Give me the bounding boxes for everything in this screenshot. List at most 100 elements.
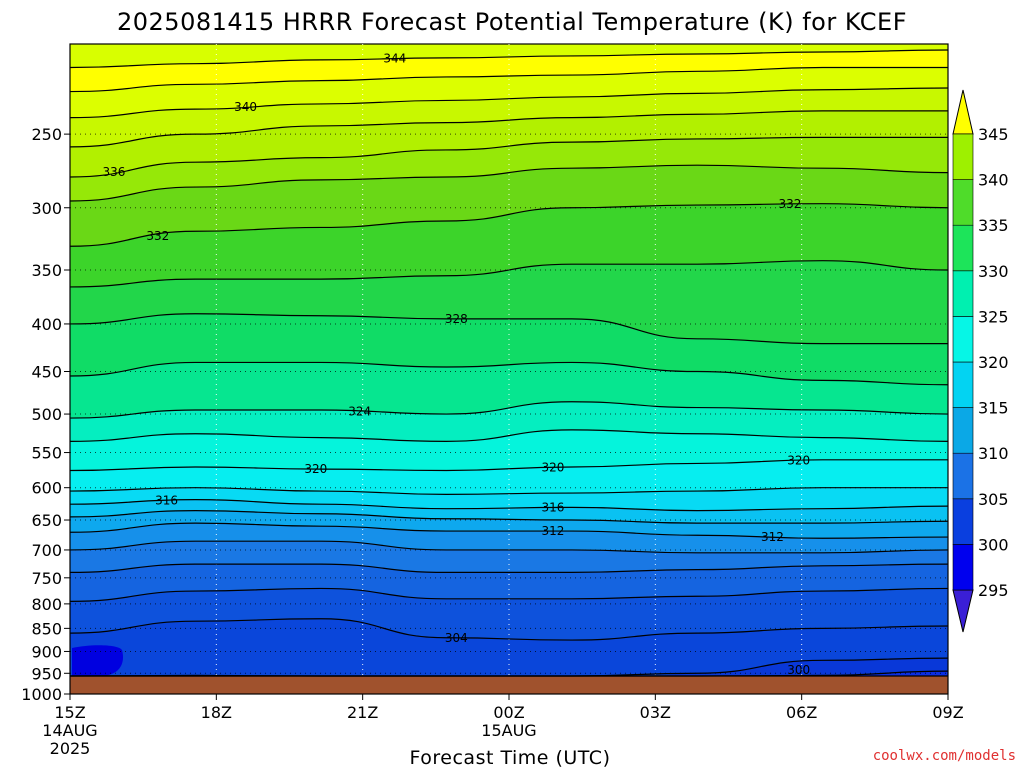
isentrope-312 bbox=[69, 522, 949, 539]
contour-label-336-0: 336 bbox=[102, 165, 125, 179]
isentrope-306 bbox=[69, 587, 949, 602]
contour-label-344-0: 344 bbox=[383, 52, 406, 66]
y-tick-label-800: 800 bbox=[31, 595, 62, 614]
colorbar-box-295 bbox=[952, 544, 974, 591]
contour-label-328-0: 328 bbox=[445, 312, 468, 326]
colorbar-label-325: 325 bbox=[978, 307, 1009, 326]
x-axis-label: Forecast Time (UTC) bbox=[410, 747, 611, 768]
colorbar-label-310: 310 bbox=[978, 444, 1009, 463]
colorbar: 295 300 305 310 315 320 325 330 335 340 345 bbox=[952, 89, 1009, 633]
colorbar-label-295: 295 bbox=[978, 581, 1009, 600]
isentrope-342 bbox=[69, 66, 948, 93]
y-tick-label-850: 850 bbox=[31, 619, 62, 638]
y-tick-label-950: 950 bbox=[31, 664, 62, 683]
isentrope-326 bbox=[69, 361, 949, 386]
isentrope-330 bbox=[69, 260, 949, 288]
isentrope-308 bbox=[69, 563, 949, 573]
isentrope-310 bbox=[69, 540, 949, 554]
colorbar-box-320 bbox=[952, 316, 974, 363]
colorbar-box-305 bbox=[952, 452, 974, 500]
colorbar-under-arrow bbox=[952, 589, 974, 633]
isentrope-316 bbox=[69, 499, 949, 512]
contour-label-320-2: 320 bbox=[787, 454, 810, 468]
y-tick-label-1000: 1000 bbox=[21, 685, 62, 704]
isentrope-336 bbox=[69, 136, 948, 178]
contour-label-304-0: 304 bbox=[445, 631, 468, 645]
colorbar-label-320: 320 bbox=[978, 353, 1009, 372]
colorbar-label-305: 305 bbox=[978, 490, 1009, 509]
y-tick-label-750: 750 bbox=[31, 569, 62, 588]
colorbar-label-330: 330 bbox=[978, 262, 1009, 281]
colorbar-label-335: 335 bbox=[978, 216, 1009, 235]
isentrope-344 bbox=[69, 49, 949, 69]
y-axis: 250 300 350 400 450 500 550 600 650 700 750 800 850 9… bbox=[21, 125, 70, 704]
contour-label-332-1: 332 bbox=[779, 197, 802, 211]
colorbar-box-340 bbox=[952, 133, 974, 180]
isentrope-304 bbox=[69, 618, 949, 641]
colorbar-box-325 bbox=[952, 270, 974, 317]
chart-title: 2025081415 HRRR Forecast Potential Tempe… bbox=[117, 8, 907, 36]
isentropes bbox=[69, 49, 949, 677]
isentrope-320 bbox=[69, 459, 948, 472]
plot-area bbox=[69, 43, 949, 695]
y-tick-label-700: 700 bbox=[31, 541, 62, 560]
x-tick-sublabel-3: 15AUG bbox=[481, 721, 536, 740]
x-tick-sublabel-0: 14AUG bbox=[42, 721, 97, 740]
y-tick-label-350: 350 bbox=[31, 261, 62, 280]
contour-label-340-0: 340 bbox=[234, 100, 257, 114]
isentrope-328 bbox=[69, 313, 948, 345]
y-tick-label-450: 450 bbox=[31, 363, 62, 382]
colorbar-box-335 bbox=[952, 179, 974, 226]
contour-label-316-0: 316 bbox=[155, 494, 178, 508]
isentrope-334 bbox=[69, 164, 949, 202]
colorbar-box-315 bbox=[952, 361, 974, 408]
isentrope-332 bbox=[69, 203, 949, 247]
y-tick-label-650: 650 bbox=[31, 511, 62, 530]
contour-labels: 300 304 312 312 316 316 320 320 320 324 328 332 332 3… bbox=[102, 52, 810, 677]
isentrope-318 bbox=[69, 487, 948, 495]
colorbar-box-330 bbox=[952, 224, 974, 272]
contour-label-300-0: 300 bbox=[787, 663, 810, 677]
x-tick-label-2: 21Z bbox=[347, 703, 378, 722]
x-tick-label-0: 15Z bbox=[54, 703, 85, 722]
colorbar-box-310 bbox=[952, 407, 974, 454]
y-tick-label-400: 400 bbox=[31, 315, 62, 334]
isentrope-338 bbox=[69, 110, 948, 148]
contour-label-324-0: 324 bbox=[348, 404, 371, 418]
colorbar-label-340: 340 bbox=[978, 171, 1009, 190]
band-cold-pocket bbox=[72, 645, 124, 676]
y-tick-label-600: 600 bbox=[31, 479, 62, 498]
colorbar-label-345: 345 bbox=[978, 125, 1009, 144]
x-tick-label-4: 03Z bbox=[640, 703, 671, 722]
isentrope-322 bbox=[69, 429, 949, 442]
contour-label-312-1: 312 bbox=[761, 530, 784, 544]
isentrope-340 bbox=[69, 87, 949, 119]
contour-label-312-0: 312 bbox=[541, 524, 564, 538]
y-tick-label-300: 300 bbox=[31, 199, 62, 218]
colorbar-label-300: 300 bbox=[978, 535, 1009, 554]
x-tick-label-5: 06Z bbox=[786, 703, 817, 722]
x-tick-label-3: 00Z bbox=[493, 703, 524, 722]
contour-label-332-0: 332 bbox=[146, 229, 169, 243]
isentrope-314 bbox=[69, 509, 949, 524]
isentrope-324 bbox=[69, 401, 949, 419]
grid-lines bbox=[70, 44, 948, 695]
contour-label-320-1: 320 bbox=[541, 461, 564, 475]
y-tick-label-550: 550 bbox=[31, 444, 62, 463]
colorbar-over-arrow bbox=[952, 89, 974, 135]
x-tick-label-1: 18Z bbox=[201, 703, 232, 722]
colorbar-box-300 bbox=[952, 498, 974, 545]
contour-label-316-1: 316 bbox=[541, 501, 564, 515]
x-tick-sublabel2-0: 2025 bbox=[50, 739, 91, 758]
y-tick-label-500: 500 bbox=[31, 405, 62, 424]
y-tick-label-900: 900 bbox=[31, 642, 62, 661]
y-tick-label-250: 250 bbox=[31, 125, 62, 144]
ground-fill bbox=[70, 676, 948, 694]
x-tick-label-6: 09Z bbox=[932, 703, 963, 722]
isentrope-302 bbox=[69, 657, 949, 677]
contour-label-320-0: 320 bbox=[304, 462, 327, 476]
credit-text: coolwx.com/models bbox=[873, 748, 1016, 764]
colorbar-label-315: 315 bbox=[978, 399, 1009, 418]
